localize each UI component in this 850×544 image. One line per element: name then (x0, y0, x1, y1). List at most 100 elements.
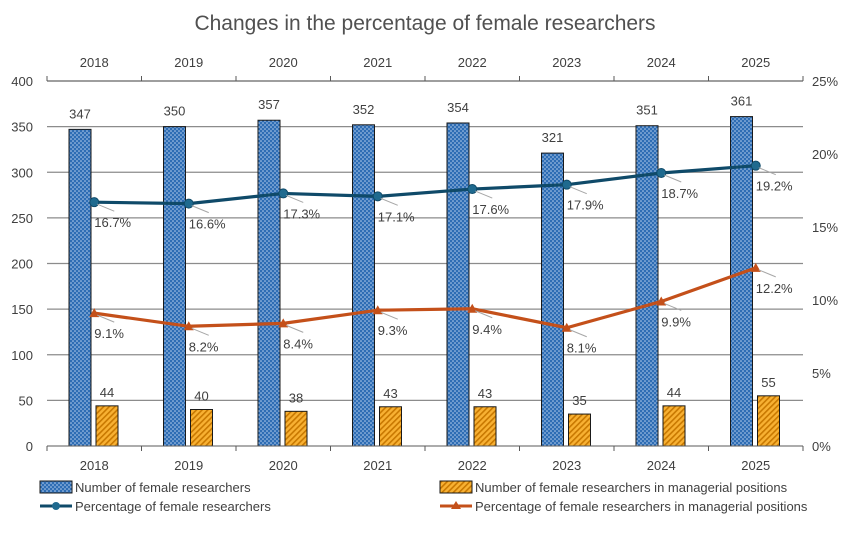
bar-data-label: 43 (383, 386, 397, 401)
y-tick-label: 200 (11, 257, 33, 272)
line-data-label: 9.4% (472, 322, 502, 337)
chart-title: Changes in the percentage of female rese… (194, 12, 655, 35)
y2-tick-label: 20% (812, 147, 838, 162)
leader-line (664, 302, 682, 311)
bar-managerial (190, 409, 213, 447)
y2-tick-label: 0% (812, 439, 831, 454)
bar-data-label: 347 (69, 106, 91, 121)
x-top-tick-label: 2018 (80, 55, 109, 70)
line-marker-triangle (750, 262, 761, 272)
y2-tick-label: 15% (812, 220, 838, 235)
line-data-label: 16.7% (94, 215, 131, 230)
bar-female-researchers (257, 119, 281, 447)
line-female-pct (94, 164, 756, 206)
bar-data-label: 321 (542, 130, 564, 145)
line-marker-triangle (183, 321, 194, 331)
bar-managerial (568, 413, 591, 447)
bar-data-label: 55 (761, 375, 775, 390)
line-data-label: 17.6% (472, 202, 509, 217)
x-tick-label: 2022 (458, 458, 487, 473)
bar-managerial (662, 405, 686, 447)
line-marker-triangle (561, 322, 572, 332)
bar-managerial (379, 406, 402, 447)
line-data-label: 9.3% (378, 323, 408, 338)
leader-line (286, 324, 304, 333)
line-data-label: 12.2% (756, 281, 793, 296)
x-tick-label: 2020 (269, 458, 298, 473)
bar-female-researchers (68, 128, 92, 447)
x-top-tick-label: 2019 (174, 55, 203, 70)
line-data-label: 8.2% (189, 339, 219, 354)
bar-managerial (95, 405, 119, 447)
leader-line (475, 310, 493, 319)
legend-marker-triangle (451, 501, 461, 509)
y2-tick-label: 10% (812, 293, 838, 308)
line-marker-triangle (372, 305, 383, 315)
legend-label: Number of female researchers (75, 480, 251, 495)
line-data-label: 17.9% (567, 198, 604, 213)
bar-data-label: 361 (731, 94, 753, 109)
line-data-label: 9.1% (94, 326, 124, 341)
line-marker-circle (750, 160, 761, 171)
bar-female-researchers (541, 152, 564, 447)
line-marker-triangle (656, 296, 667, 306)
y2-tick-label: 5% (812, 366, 831, 381)
x-tick-label: 2023 (552, 458, 581, 473)
leader-line (191, 327, 209, 336)
bar-managerial (757, 395, 780, 447)
x-top-tick-label: 2024 (647, 55, 676, 70)
line-data-label: 17.3% (283, 206, 320, 221)
line-marker-circle (278, 188, 289, 199)
leader-line (97, 203, 115, 212)
legend-label: Percentage of female researchers in mana… (475, 499, 808, 514)
y-tick-label: 400 (11, 74, 33, 89)
line-data-label: 8.4% (283, 336, 313, 351)
leader-line (569, 186, 587, 195)
line-marker-circle (372, 191, 383, 202)
x-tick-label: 2024 (647, 458, 676, 473)
line-marker-circle (561, 179, 572, 190)
leader-line (380, 311, 398, 320)
line-marker-triangle (278, 318, 289, 328)
x-top-tick-label: 2022 (458, 55, 487, 70)
y-tick-label: 100 (11, 348, 33, 363)
leader-line (475, 190, 493, 199)
legend-marker-circle (52, 502, 60, 510)
y-tick-label: 0 (26, 439, 33, 454)
legend-swatch-stripes (439, 480, 473, 494)
bar-data-label: 351 (636, 103, 658, 118)
line-marker-circle (656, 167, 667, 178)
bar-data-label: 38 (289, 390, 303, 405)
x-top-tick-label: 2021 (363, 55, 392, 70)
x-tick-label: 2019 (174, 458, 203, 473)
bar-data-label: 357 (258, 97, 280, 112)
x-top-tick-label: 2023 (552, 55, 581, 70)
line-marker-circle (89, 197, 100, 208)
leader-line (380, 197, 398, 206)
legend-label: Percentage of female researchers (75, 499, 271, 514)
bar-data-label: 352 (353, 102, 375, 117)
x-tick-label: 2021 (363, 458, 392, 473)
leader-line (758, 269, 776, 278)
x-tick-label: 2018 (80, 458, 109, 473)
bar-data-label: 354 (447, 100, 469, 115)
y2-tick-label: 25% (812, 74, 838, 89)
y-tick-label: 350 (11, 120, 33, 135)
bar-female-researchers (163, 126, 186, 447)
y-tick-label: 150 (11, 302, 33, 317)
line-data-label: 18.7% (661, 186, 698, 201)
line-marker-circle (467, 184, 478, 195)
bar-data-label: 40 (194, 389, 208, 404)
line-data-label: 17.1% (378, 209, 415, 224)
leader-line (758, 167, 776, 176)
bar-data-label: 44 (667, 385, 681, 400)
leader-line (191, 205, 209, 214)
bar-managerial (284, 410, 308, 447)
line-marker-triangle (89, 308, 100, 318)
bar-managerial (473, 406, 497, 447)
line-marker-triangle (467, 303, 478, 313)
bar-data-label: 44 (100, 385, 114, 400)
line-data-label: 8.1% (567, 341, 597, 356)
leader-line (664, 174, 682, 183)
